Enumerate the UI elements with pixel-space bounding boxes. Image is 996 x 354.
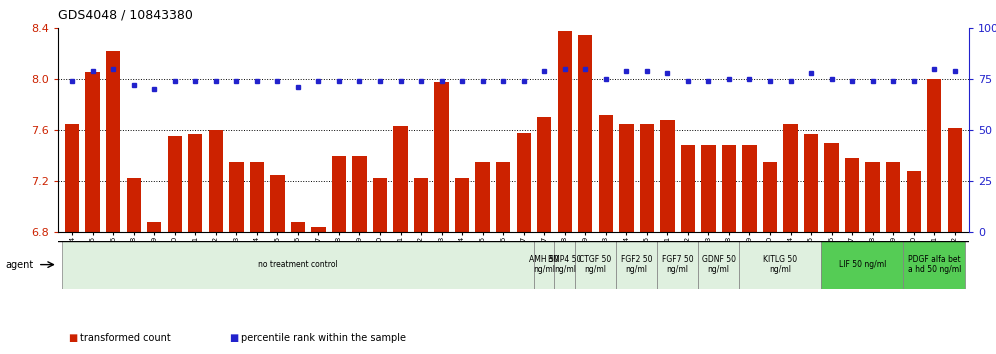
Bar — [188, 134, 202, 232]
Bar — [701, 145, 715, 232]
Text: ■: ■ — [229, 333, 238, 343]
Bar — [534, 241, 555, 289]
Bar — [208, 130, 223, 232]
Bar — [927, 79, 941, 232]
Bar — [475, 162, 490, 232]
Bar — [575, 241, 617, 289]
Text: agent: agent — [5, 259, 33, 270]
Text: KITLG 50
ng/ml: KITLG 50 ng/ml — [763, 255, 798, 274]
Text: ■: ■ — [68, 333, 77, 343]
Bar — [414, 178, 428, 232]
Bar — [332, 155, 347, 232]
Bar — [537, 118, 552, 232]
Bar — [906, 171, 921, 232]
Bar — [373, 178, 387, 232]
Text: GDS4048 / 10843380: GDS4048 / 10843380 — [58, 9, 192, 22]
Text: PDGF alfa bet
a hd 50 ng/ml: PDGF alfa bet a hd 50 ng/ml — [907, 255, 961, 274]
Bar — [722, 145, 736, 232]
Bar — [739, 241, 822, 289]
Bar — [763, 162, 777, 232]
Bar — [126, 178, 140, 232]
Text: transformed count: transformed count — [80, 333, 170, 343]
Bar — [312, 227, 326, 232]
Bar — [599, 115, 613, 232]
Text: percentile rank within the sample: percentile rank within the sample — [241, 333, 406, 343]
Bar — [167, 136, 182, 232]
Text: AMH 50
ng/ml: AMH 50 ng/ml — [529, 255, 559, 274]
Bar — [845, 158, 860, 232]
Bar — [620, 124, 633, 232]
Bar — [886, 162, 900, 232]
Text: FGF2 50
ng/ml: FGF2 50 ng/ml — [621, 255, 652, 274]
Bar — [496, 162, 510, 232]
Bar — [291, 222, 305, 232]
Bar — [742, 145, 757, 232]
Text: FGF7 50
ng/ml: FGF7 50 ng/ml — [661, 255, 693, 274]
Bar — [657, 241, 698, 289]
Bar — [434, 82, 449, 232]
Text: CTGF 50
ng/ml: CTGF 50 ng/ml — [580, 255, 612, 274]
Bar — [578, 35, 593, 232]
Bar — [660, 120, 674, 232]
Bar — [86, 72, 100, 232]
Bar — [783, 124, 798, 232]
Bar — [698, 241, 739, 289]
Bar — [822, 241, 903, 289]
Bar — [903, 241, 965, 289]
Bar — [558, 31, 572, 232]
Bar — [947, 127, 962, 232]
Bar — [270, 175, 285, 232]
Bar — [353, 155, 367, 232]
Bar — [680, 145, 695, 232]
Bar — [517, 133, 531, 232]
Bar — [804, 134, 819, 232]
Bar — [106, 51, 121, 232]
Bar — [639, 124, 654, 232]
Bar — [62, 241, 534, 289]
Bar — [393, 126, 407, 232]
Bar — [555, 241, 575, 289]
Bar — [617, 241, 657, 289]
Text: BMP4 50
ng/ml: BMP4 50 ng/ml — [548, 255, 582, 274]
Bar — [250, 162, 264, 232]
Bar — [147, 222, 161, 232]
Bar — [229, 162, 244, 232]
Text: no treatment control: no treatment control — [258, 260, 338, 269]
Bar — [65, 124, 80, 232]
Text: GDNF 50
ng/ml: GDNF 50 ng/ml — [702, 255, 736, 274]
Bar — [866, 162, 879, 232]
Text: LIF 50 ng/ml: LIF 50 ng/ml — [839, 260, 886, 269]
Bar — [455, 178, 469, 232]
Bar — [825, 143, 839, 232]
